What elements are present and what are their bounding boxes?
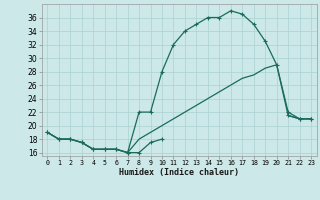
X-axis label: Humidex (Indice chaleur): Humidex (Indice chaleur)	[119, 168, 239, 177]
